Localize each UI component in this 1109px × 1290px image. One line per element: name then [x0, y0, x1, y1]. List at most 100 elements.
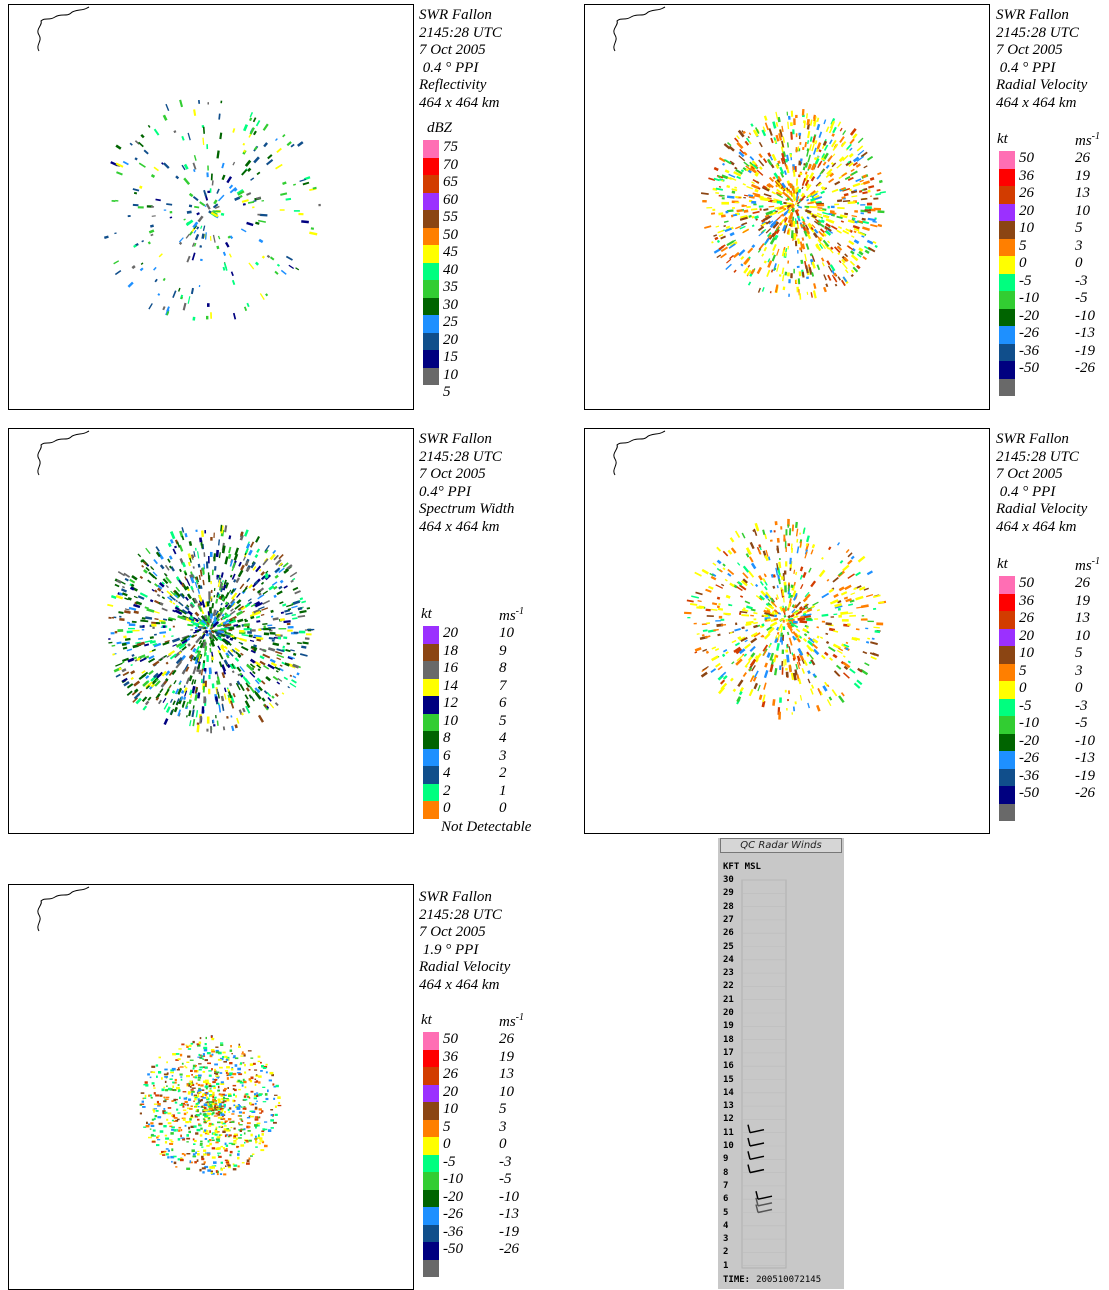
coastline [613, 6, 666, 52]
legend-value: 65 [443, 174, 458, 190]
info-line: Reflectivity [419, 77, 487, 93]
legend-value: 10 [443, 1101, 458, 1117]
legend-color-swatch [423, 262, 439, 280]
legend-row: 26 13 [999, 610, 1109, 629]
coastline [37, 6, 90, 52]
legend-value-ms: 5 [499, 712, 507, 729]
legend-value-ms: -19 [1075, 342, 1095, 359]
qc-altitude-level: 15 [723, 1074, 734, 1085]
coastline [37, 430, 90, 476]
info-line: 2145:28 UTC [419, 448, 502, 465]
legend-value: 26 [1019, 185, 1034, 201]
info-line: 2145:28 UTC [996, 448, 1079, 465]
legend-row: -5 -3 [999, 272, 1109, 291]
legend-row: -10 -5 [999, 715, 1109, 734]
legend-value: 30 [443, 296, 458, 313]
legend-value: -5 [443, 1153, 456, 1170]
legend-row: -5 -3 [999, 698, 1109, 716]
legend-value-ms: -5 [1075, 290, 1088, 306]
legend-row: -10 -5 [999, 290, 1109, 309]
legend-row: 36 19 [423, 1048, 563, 1067]
legend-row: -5 -3 [423, 1153, 563, 1172]
legend-color-swatch [423, 1207, 439, 1225]
legend-value-ms: 0 [1075, 255, 1083, 271]
legend-value: 18 [443, 642, 458, 659]
radar-echoes [700, 109, 886, 300]
qc-altitude-level: 7 [723, 1180, 729, 1191]
legend-value: 20 [1019, 202, 1034, 219]
legend-color-swatch [423, 731, 439, 749]
legend-value: 15 [443, 349, 458, 365]
legend-value: -26 [1019, 750, 1039, 766]
legend-row: 40 [423, 262, 563, 280]
legend-row: 20 10 [999, 202, 1109, 221]
legend-value-ms: 19 [499, 1048, 514, 1065]
legend-row: -50 -26 [999, 360, 1109, 379]
qc-altitude-level: 10 [723, 1141, 734, 1151]
legend-color-swatch [423, 1154, 439, 1172]
qc-altitude-header: KFT MSL [723, 862, 761, 872]
legend-value-ms: -10 [499, 1188, 519, 1205]
qc-altitude-level: 14 [723, 1087, 734, 1098]
legend-value-ms: 0 [499, 800, 507, 816]
legend-color-swatch [999, 378, 1015, 396]
legend-color-swatch [423, 1137, 439, 1155]
qc-altitude-level: 18 [723, 1034, 734, 1045]
legend-value: 26 [1019, 610, 1034, 626]
info-line: 0.4 ° PPI [996, 483, 1056, 500]
legend-color-swatch [999, 291, 1015, 309]
legend-value: 36 [443, 1048, 458, 1065]
info-line: 464 x 464 km [996, 518, 1077, 535]
legend-color-swatch [999, 646, 1015, 664]
panel-info-velocity-1-9: SWR Fallon 2145:28 UTC 7 Oct 2005 1.9 ° PP… [419, 889, 510, 994]
legend-value-ms: -26 [1075, 785, 1095, 801]
radar-image [37, 430, 315, 734]
legend-unit-label: kt [421, 606, 432, 622]
legend-color-swatch [999, 628, 1015, 646]
legend-color-swatch [423, 157, 439, 175]
radar-echoes [107, 524, 315, 734]
qc-altitude-level: 22 [723, 981, 734, 992]
legend-value-ms: 13 [1075, 610, 1090, 626]
legend-value: 0 [443, 1136, 451, 1152]
legend-value-ms: 26 [499, 1031, 514, 1047]
qc-altitude-level: 17 [723, 1047, 734, 1058]
legend-value-ms: -26 [1075, 360, 1095, 376]
legend-color-swatch [423, 192, 439, 210]
legend-row: 20 10 [423, 1084, 563, 1102]
legend-color-swatch [999, 803, 1015, 821]
legend-color-swatch [423, 332, 439, 350]
info-line: 2145:28 UTC [419, 24, 502, 41]
legend-color-swatch [423, 1084, 439, 1102]
legend-value-ms: 10 [1075, 202, 1090, 219]
legend-color-swatch [999, 698, 1015, 716]
legend-value-ms: 3 [499, 1118, 507, 1135]
qc-radar-winds-title[interactable]: QC Radar Winds [720, 838, 842, 853]
info-line: 464 x 464 km [419, 976, 500, 993]
qc-altitude-level: 28 [723, 901, 734, 912]
legend-value-ms: 0 [499, 1136, 507, 1152]
legend-value: -5 [1019, 272, 1032, 289]
legend-color-swatch [999, 151, 1015, 169]
legend-row [999, 378, 1109, 396]
legend-row: 10 5 [423, 712, 563, 731]
legend-value: -50 [1019, 360, 1039, 376]
legend-row [999, 803, 1109, 821]
legend-value: -10 [1019, 290, 1039, 306]
radar-echoes [684, 518, 887, 720]
info-line: 7 Oct 2005 [419, 924, 486, 940]
info-line: Radial Velocity [419, 959, 511, 975]
legend-color-swatch [423, 210, 439, 228]
legend-value: 12 [443, 695, 458, 711]
info-line: 7 Oct 2005 [996, 466, 1063, 482]
qc-altitude-level: 16 [723, 1061, 734, 1072]
legend-color-swatch [423, 245, 439, 263]
legend-color-swatch [423, 227, 439, 245]
legend-value: 10 [443, 712, 458, 729]
legend-row: 20 10 [999, 628, 1109, 646]
legend-unit-label: dBZ [427, 120, 453, 136]
legend-color-swatch [999, 681, 1015, 699]
qc-altitude-level: 5 [723, 1207, 729, 1218]
